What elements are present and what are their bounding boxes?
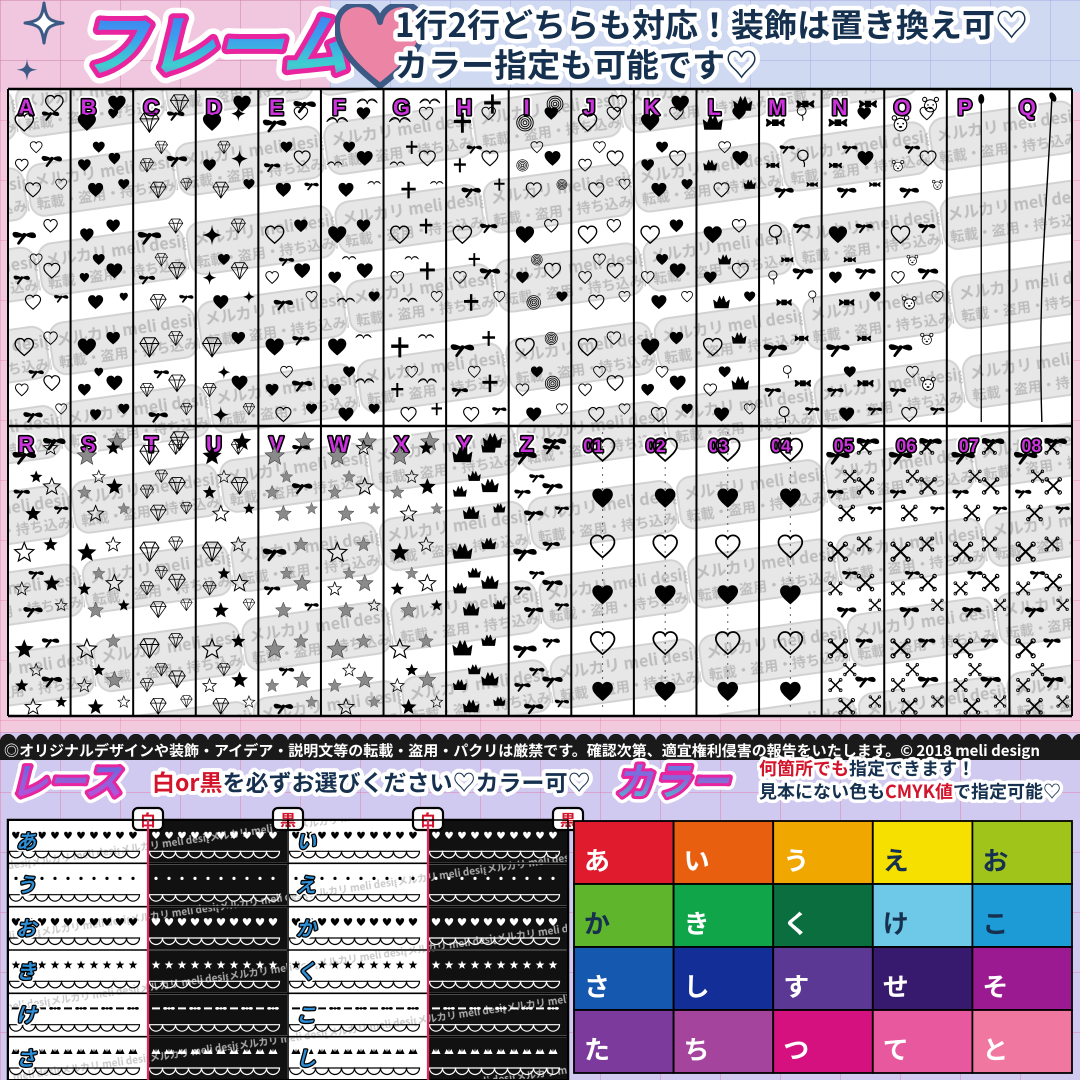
svg-text:こ: こ [982, 904, 1008, 941]
svg-text:ち: ち [684, 1030, 710, 1067]
svg-text:と: と [982, 1030, 1008, 1067]
svg-text:せ: せ [883, 967, 909, 1004]
svg-text:お: お [982, 841, 1008, 878]
svg-text:つ: つ [783, 1030, 809, 1067]
svg-text:く: く [783, 904, 809, 941]
svg-text:た: た [584, 1030, 610, 1067]
svg-text:か: か [584, 904, 610, 941]
svg-text:あ: あ [584, 841, 610, 878]
svg-text:え: え [883, 841, 909, 878]
svg-text:け: け [883, 904, 909, 941]
svg-text:し: し [684, 967, 710, 1004]
svg-text:て: て [883, 1030, 909, 1067]
svg-text:い: い [684, 841, 710, 878]
svg-text:き: き [684, 904, 710, 941]
svg-text:さ: さ [584, 967, 610, 1004]
svg-text:そ: そ [982, 967, 1008, 1004]
svg-text:う: う [783, 841, 809, 878]
svg-text:す: す [783, 967, 809, 1004]
